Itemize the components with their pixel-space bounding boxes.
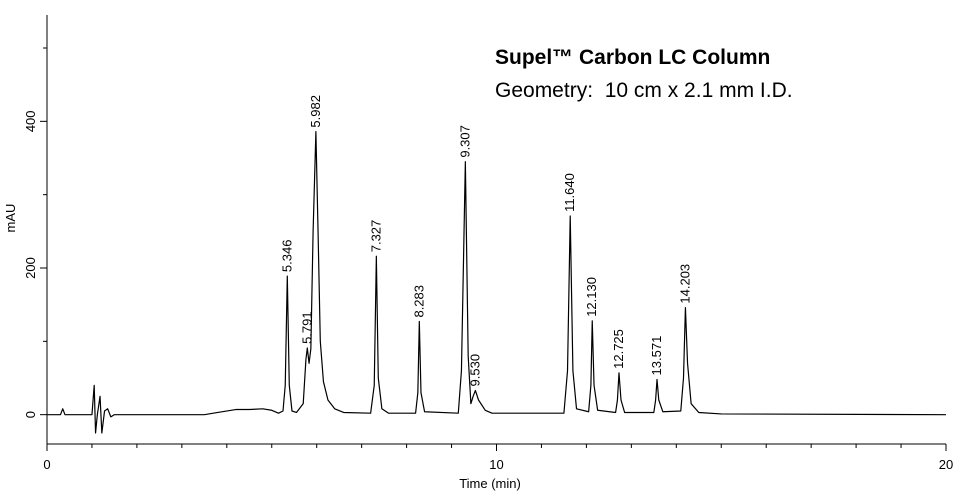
y-tick-label: 0 (23, 411, 38, 418)
peak-label: 12.725 (611, 329, 626, 369)
peak-label: 14.203 (677, 264, 692, 304)
peak-label: 12.130 (584, 277, 599, 317)
chart-subtitle: Geometry: 10 cm x 2.1 mm I.D. (495, 79, 793, 102)
peak-label: 5.791 (299, 311, 314, 344)
peak-label: 5.346 (279, 240, 294, 273)
peak-label: 9.530 (467, 354, 482, 387)
x-tick-label: 10 (489, 457, 503, 472)
peak-label: 11.640 (562, 173, 577, 212)
chart-title: Supel™ Carbon LC Column (495, 46, 770, 69)
y-tick-label: 400 (23, 110, 38, 132)
x-axis-label: Time (min) (459, 476, 521, 491)
x-tick-label: 0 (43, 457, 50, 472)
trace (47, 131, 947, 434)
y-axis-label: mAU (3, 204, 18, 233)
peak-label: 5.982 (308, 95, 323, 128)
x-tick-label: 20 (939, 457, 953, 472)
y-tick-label: 200 (23, 257, 38, 279)
peak-label: 8.283 (411, 285, 426, 318)
peak-label: 7.327 (368, 220, 383, 253)
peak-label: 13.571 (649, 336, 664, 376)
peak-label: 9.307 (457, 125, 472, 158)
